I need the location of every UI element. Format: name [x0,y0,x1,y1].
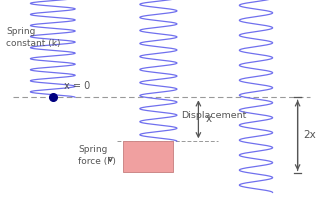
Bar [123,141,173,172]
Text: x = 0: x = 0 [64,81,90,91]
Text: Spring
constant (k): Spring constant (k) [6,27,61,48]
Text: x: x [205,114,212,124]
Text: Displacement: Displacement [181,111,246,120]
Text: Spring
force (F): Spring force (F) [78,145,116,166]
Text: 2x: 2x [303,130,316,140]
